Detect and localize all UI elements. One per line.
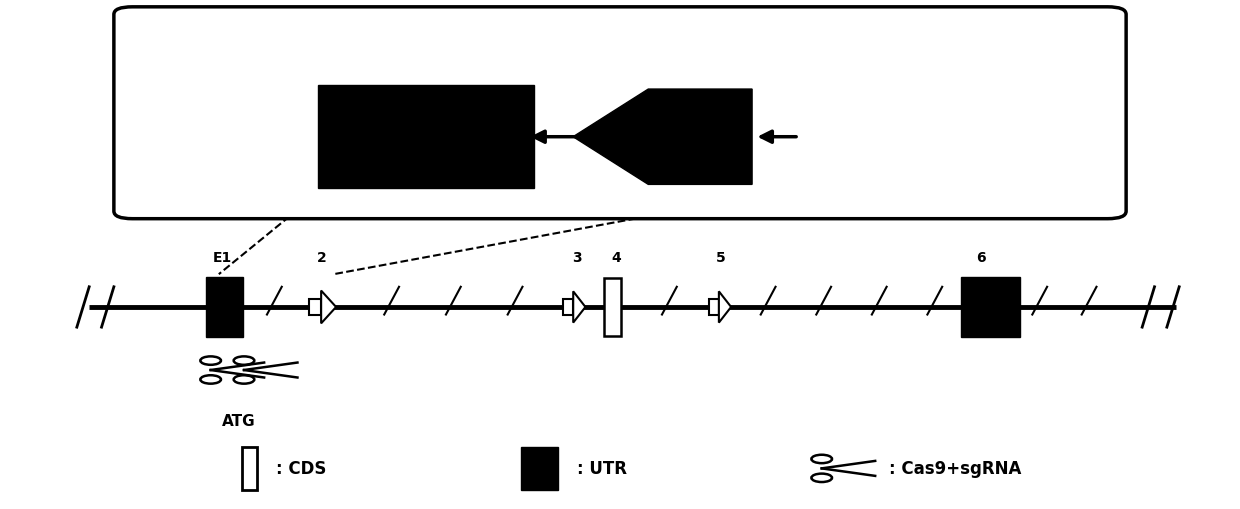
Text: 5' homologous
arm (~1kb): 5' homologous arm (~1kb) xyxy=(164,102,288,135)
Text: 5: 5 xyxy=(717,250,727,265)
Bar xyxy=(709,300,719,315)
Bar xyxy=(961,277,1021,337)
Polygon shape xyxy=(321,291,336,324)
Text: E1: E1 xyxy=(213,250,232,265)
Bar xyxy=(317,86,533,189)
Polygon shape xyxy=(573,90,753,185)
Bar xyxy=(309,299,321,316)
Text: Targeting vector: Targeting vector xyxy=(425,28,606,47)
Bar xyxy=(521,447,558,490)
Text: : UTR: : UTR xyxy=(577,460,626,477)
Text: 4: 4 xyxy=(611,250,621,265)
Bar xyxy=(563,300,573,315)
Bar xyxy=(207,277,243,337)
Text: 3' homologous
arm (~1kb): 3' homologous arm (~1kb) xyxy=(952,102,1076,135)
Bar xyxy=(242,447,257,490)
Polygon shape xyxy=(573,292,585,323)
Text: 2: 2 xyxy=(316,250,326,265)
Text: loxP: loxP xyxy=(758,123,771,152)
Text: : CDS: : CDS xyxy=(275,460,326,477)
Bar xyxy=(604,278,621,336)
Text: loxP: loxP xyxy=(539,123,553,152)
Text: 3: 3 xyxy=(572,250,582,265)
Text: ATG: ATG xyxy=(222,413,255,428)
Text: 6: 6 xyxy=(976,250,986,265)
Polygon shape xyxy=(719,292,732,323)
FancyBboxPatch shape xyxy=(114,8,1126,219)
Text: : Cas9+sgRNA: : Cas9+sgRNA xyxy=(889,460,1022,477)
